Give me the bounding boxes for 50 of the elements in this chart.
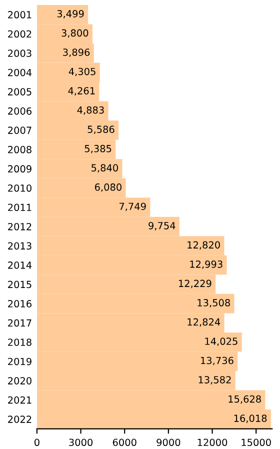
y-tick-label: 2015 bbox=[8, 280, 32, 288]
y-tick-label: 2010 bbox=[8, 184, 32, 192]
data-label: 3,896 bbox=[63, 48, 90, 57]
data-label: 12,820 bbox=[188, 241, 220, 250]
y-tick-label: 2006 bbox=[8, 107, 32, 115]
x-tick-label: 15000 bbox=[242, 438, 271, 446]
y-tick-label: 2001 bbox=[8, 11, 32, 18]
data-label: 5,840 bbox=[92, 164, 118, 173]
data-label: 6,080 bbox=[94, 183, 122, 192]
data-label: 13,736 bbox=[201, 356, 234, 366]
y-tick-label: 2007 bbox=[8, 126, 32, 134]
y-tick-label: 2005 bbox=[8, 88, 32, 96]
data-label: 7,749 bbox=[119, 202, 146, 212]
y-tick-label: 2020 bbox=[8, 377, 32, 384]
x-tick-label: 6000 bbox=[112, 438, 136, 446]
y-tick-label: 2009 bbox=[8, 165, 32, 173]
y-tick-label: 2016 bbox=[8, 300, 32, 308]
data-label: 4,261 bbox=[68, 87, 95, 96]
y-tick-label: 2019 bbox=[8, 358, 32, 366]
data-label: 5,385 bbox=[84, 144, 112, 154]
y-tick-label: 2021 bbox=[8, 396, 32, 404]
x-tick-label: 3000 bbox=[69, 438, 93, 446]
y-tick-label: 2011 bbox=[8, 204, 32, 212]
y-tick-label: 2003 bbox=[8, 50, 32, 57]
y-tick-label: 2004 bbox=[8, 68, 32, 76]
y-tick-label: 2022 bbox=[8, 416, 32, 423]
data-label: 5,586 bbox=[88, 126, 114, 134]
y-tick-label: 2018 bbox=[8, 338, 32, 346]
data-label: 13,582 bbox=[198, 376, 231, 384]
data-label: 12,824 bbox=[188, 318, 220, 327]
x-tick-label: 12000 bbox=[198, 438, 228, 446]
y-tick-label: 2008 bbox=[8, 146, 32, 154]
data-label: 9,754 bbox=[148, 222, 176, 230]
y-tick-label: 2014 bbox=[8, 262, 32, 269]
data-label: 15,628 bbox=[228, 395, 261, 404]
data-label: 4,305 bbox=[68, 68, 96, 76]
data-label: 16,018 bbox=[234, 414, 267, 423]
x-tick-label: 0 bbox=[34, 438, 40, 446]
data-label: 13,508 bbox=[198, 299, 230, 308]
y-tick-label: 2012 bbox=[8, 222, 32, 230]
data-label: 3,800 bbox=[62, 29, 88, 38]
x-tick-label: 9000 bbox=[156, 438, 180, 446]
data-label: 14,025 bbox=[205, 338, 238, 346]
data-label: 12,993 bbox=[190, 260, 222, 269]
data-label: 4,883 bbox=[77, 106, 104, 115]
data-label: 12,229 bbox=[179, 280, 212, 288]
data-label: 3,499 bbox=[57, 10, 84, 18]
y-tick-label: 2002 bbox=[8, 30, 32, 38]
y-tick-label: 2017 bbox=[8, 319, 32, 327]
y-tick-label: 2013 bbox=[8, 242, 32, 250]
